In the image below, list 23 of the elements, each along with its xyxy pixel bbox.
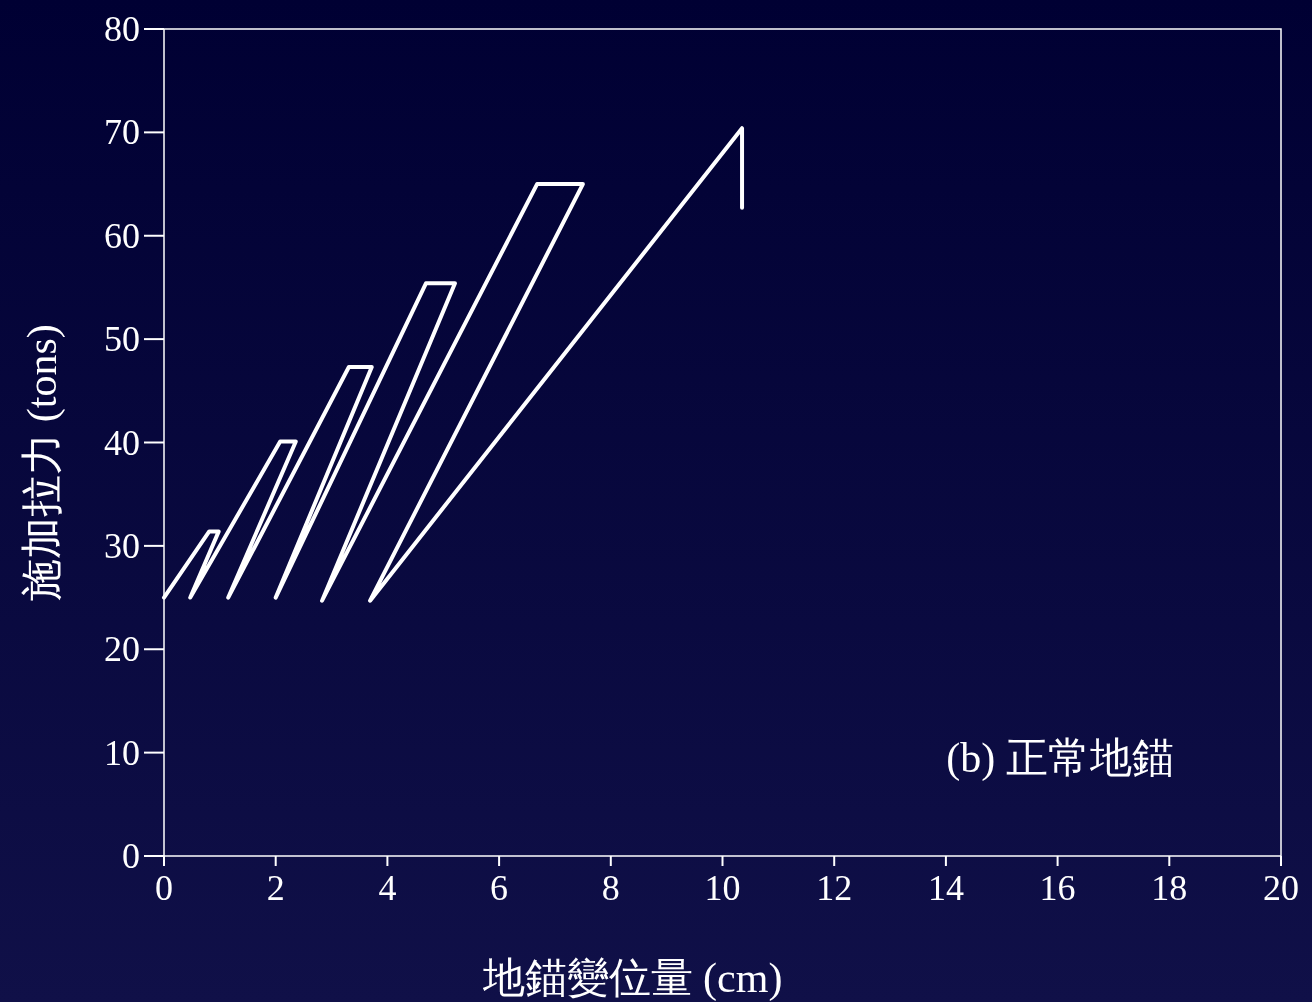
y-axis-title: 施加拉力 (tons)	[19, 324, 66, 601]
x-tick-label: 20	[1263, 868, 1299, 908]
y-tick-label: 60	[104, 215, 140, 256]
x-tick-label: 6	[490, 868, 509, 908]
x-tick-label: 16	[1039, 868, 1076, 908]
x-axis-title: 地錨變位量 (cm)	[481, 955, 783, 1002]
x-tick-label: 10	[704, 868, 741, 908]
y-tick-label: 10	[104, 732, 140, 773]
x-tick-label: 18	[1151, 868, 1188, 908]
y-tick-label: 40	[104, 422, 140, 463]
y-tick-label: 30	[104, 525, 140, 566]
x-tick-label: 12	[816, 868, 853, 908]
y-tick-label: 20	[104, 629, 140, 670]
x-tick-label: 14	[927, 868, 964, 908]
y-tick-label: 50	[104, 319, 140, 360]
y-tick-label: 0	[122, 836, 140, 876]
y-tick-label: 80	[104, 9, 140, 49]
x-tick-label: 0	[155, 868, 173, 908]
y-tick-label: 70	[104, 112, 140, 153]
x-tick-label: 8	[601, 868, 620, 908]
x-tick-label: 4	[378, 868, 397, 908]
annotation: (b) 正常地錨	[946, 735, 1174, 782]
x-tick-label: 2	[266, 868, 285, 908]
